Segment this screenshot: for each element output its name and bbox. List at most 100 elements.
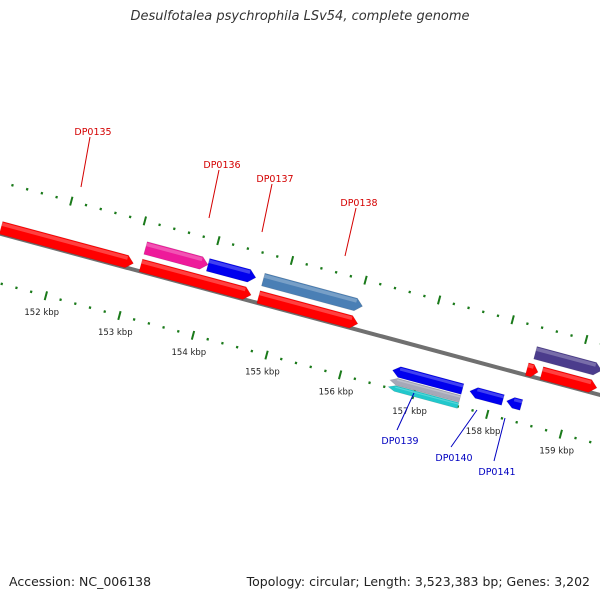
tick-upper-minor <box>40 191 44 195</box>
tick-upper-major <box>436 295 442 305</box>
tick-lower-minor <box>515 420 519 424</box>
tick-upper-major <box>216 236 221 246</box>
tick-upper-minor <box>11 183 14 187</box>
leader-line <box>80 136 91 188</box>
tick-upper-minor <box>423 294 426 298</box>
tick-upper-major <box>289 255 295 266</box>
tick-lower-minor <box>588 440 592 444</box>
label-dp0135[interactable]: DP0135 <box>74 127 111 138</box>
label-dp0140[interactable]: DP0140 <box>435 453 472 464</box>
label-dp0139[interactable]: DP0139 <box>381 436 418 447</box>
tick-lower-minor <box>176 329 180 333</box>
tick-lower-minor <box>353 377 357 381</box>
leader-line <box>396 392 415 431</box>
tick-lower-major <box>337 370 343 380</box>
feature-dp0142[interactable] <box>533 346 600 376</box>
leader-line <box>261 183 273 233</box>
tick-upper-major <box>584 334 589 345</box>
tick-label: 156 kbp <box>319 387 354 397</box>
feature-dp0142c[interactable] <box>524 362 539 378</box>
tick-lower-minor <box>250 349 254 353</box>
label-dp0141[interactable]: DP0141 <box>478 467 515 478</box>
tick-upper-major <box>69 196 74 206</box>
tick-lower-major <box>485 409 490 419</box>
tick-lower-minor <box>382 385 386 389</box>
tick-upper-minor <box>408 290 412 294</box>
tick-upper-major <box>510 315 515 325</box>
feature-dp0137[interactable] <box>138 258 252 300</box>
feature-highlight <box>527 363 534 369</box>
feature-dp0142b[interactable] <box>539 366 598 393</box>
label-dp0136[interactable]: DP0136 <box>203 160 240 171</box>
tick-lower-minor <box>132 318 136 321</box>
tick-upper-minor <box>275 255 279 258</box>
feature-dp0138b[interactable] <box>256 290 359 329</box>
feature-dp0139[interactable] <box>392 366 465 395</box>
tick-upper-minor <box>378 282 382 286</box>
tick-lower-minor <box>0 282 4 286</box>
feature-highlight <box>399 367 464 388</box>
tick-lower-minor <box>15 286 18 290</box>
tick-upper-minor <box>320 266 323 270</box>
tick-label: 153 kbp <box>98 328 133 338</box>
tick-lower-minor <box>324 369 327 373</box>
tick-upper-minor <box>467 306 470 310</box>
feature-dp0135[interactable] <box>0 221 134 269</box>
feature-highlight <box>542 367 592 385</box>
tick-upper-minor <box>114 211 117 215</box>
leader-line <box>344 207 357 257</box>
tick-lower-minor <box>103 310 107 314</box>
feature-dp0139c[interactable] <box>387 385 460 409</box>
tick-upper-minor <box>84 203 88 207</box>
feature-highlight <box>397 379 461 398</box>
tick-label: 158 kbp <box>466 427 501 437</box>
tick-label: 152 kbp <box>24 308 59 318</box>
tick-upper-minor <box>261 251 264 254</box>
scale-ticks: 152 kbp 153 kbp 154 kbp 155 kbp 156 kbp 157 k… <box>0 183 600 457</box>
tick-lower-major <box>264 350 269 360</box>
tick-lower-minor <box>471 408 474 412</box>
feature-highlight <box>263 274 358 303</box>
feature-highlight <box>477 388 505 399</box>
tick-label: 154 kbp <box>172 348 207 358</box>
tick-lower-minor <box>544 428 548 432</box>
tick-lower-minor <box>279 357 283 361</box>
tick-label: 157 kbp <box>392 407 427 417</box>
tick-upper-minor <box>25 187 29 191</box>
tick-upper-minor <box>172 227 176 231</box>
tick-lower-minor <box>147 321 151 325</box>
feature-highlight <box>535 347 597 367</box>
tick-label: 155 kbp <box>245 368 280 378</box>
tick-upper-minor <box>570 334 573 337</box>
label-dp0137[interactable]: DP0137 <box>256 174 293 185</box>
tick-lower-minor <box>206 337 210 341</box>
tick-upper-minor <box>128 215 132 219</box>
feature-highlight <box>395 386 459 405</box>
tick-lower-minor <box>500 416 504 420</box>
feature-highlight <box>513 398 523 404</box>
tick-lower-minor <box>59 298 62 302</box>
feature-dp0136b[interactable] <box>205 258 257 283</box>
feature-dp0140[interactable] <box>469 387 505 406</box>
tick-upper-minor <box>202 235 206 239</box>
tick-upper-minor <box>158 223 161 227</box>
tick-upper-major <box>142 216 147 226</box>
tick-lower-minor <box>309 365 313 369</box>
tick-lower-minor <box>88 306 92 310</box>
tick-upper-minor <box>187 231 191 235</box>
feature-dp0136[interactable] <box>143 241 209 270</box>
feature-highlight <box>141 260 246 292</box>
tick-lower-major <box>117 310 122 321</box>
tick-upper-minor <box>393 286 397 290</box>
leader-line <box>493 417 506 462</box>
feature-tracks[interactable] <box>0 221 600 411</box>
label-dp0138[interactable]: DP0138 <box>340 198 377 209</box>
feature-dp0139b[interactable] <box>389 378 462 403</box>
tick-lower-minor <box>530 424 533 428</box>
feature-dp0141[interactable] <box>506 397 524 411</box>
feature-dp0138[interactable] <box>261 272 363 312</box>
feature-highlight <box>1 222 129 260</box>
leader-line <box>450 409 478 448</box>
tick-label: 159 kbp <box>539 447 574 457</box>
